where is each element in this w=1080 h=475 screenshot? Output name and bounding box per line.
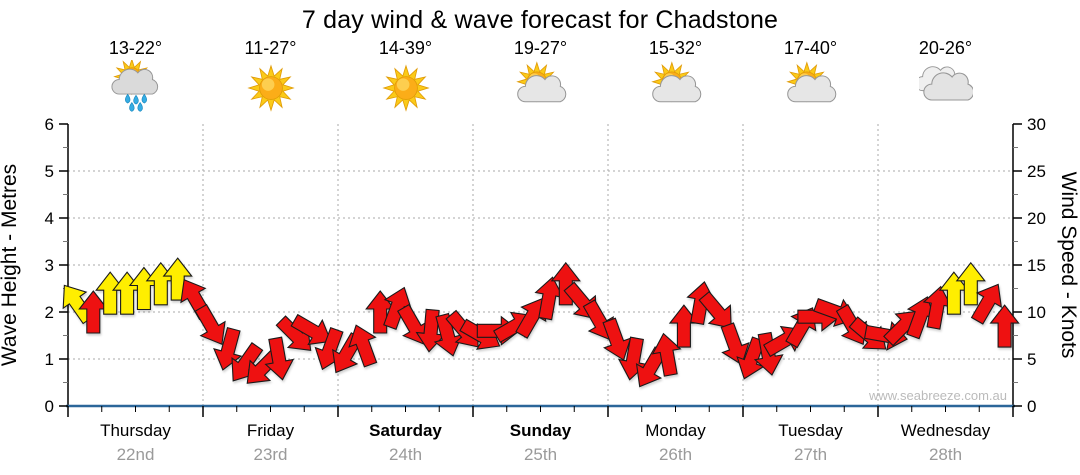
- wind-arrow: [550, 261, 581, 306]
- day-label: Tuesday: [778, 421, 843, 440]
- svg-text:4: 4: [45, 209, 54, 228]
- sunny-icon: [246, 64, 295, 112]
- temp-range: 11-27°: [244, 38, 297, 58]
- date-label: 23rd: [253, 445, 288, 464]
- svg-text:10: 10: [1027, 303, 1046, 322]
- svg-text:15: 15: [1027, 256, 1046, 275]
- wind-arrow: [290, 313, 332, 346]
- sun-cloud-icon: [785, 61, 836, 103]
- svg-text:5: 5: [1027, 350, 1036, 369]
- day-label: Wednesday: [900, 421, 991, 440]
- wind-arrow: [348, 324, 378, 368]
- tick-labels: 0 1 2 3 4 5 6 0 5 10 15 20 25 30: [45, 115, 1046, 416]
- axis-ticks: [59, 123, 1022, 417]
- temp-range: 17-40°: [783, 38, 838, 58]
- svg-text:2: 2: [45, 303, 54, 322]
- weather-sun-cloud-icon: [608, 60, 743, 116]
- wind-arrow: [194, 303, 226, 346]
- svg-text:30: 30: [1027, 115, 1046, 134]
- left-axis-title: Wave Height - Metres: [0, 164, 21, 366]
- svg-text:1: 1: [45, 350, 54, 369]
- date-label: 28th: [928, 445, 963, 464]
- wind-arrow: [515, 297, 547, 339]
- day-label: Sunday: [509, 421, 572, 440]
- wind-arrow: [698, 290, 732, 329]
- weather-sun-cloud-icon: [473, 60, 608, 116]
- watermark: www.seabreeze.com.au: [868, 388, 1007, 403]
- weather-sun-cloud-rain-icon: [68, 60, 203, 116]
- svg-text:0: 0: [45, 397, 54, 416]
- day-label: Monday: [645, 421, 706, 440]
- date-label: 26th: [658, 445, 693, 464]
- wind-arrow: [720, 322, 750, 366]
- temp-range: 14-39°: [378, 38, 433, 58]
- day-label: Friday: [246, 421, 295, 440]
- right-axis-title: Wind Speed - Knots: [1057, 172, 1080, 359]
- date-label: 24th: [388, 445, 423, 464]
- wind-arrow: [955, 261, 986, 306]
- day-label: Saturday: [369, 421, 442, 440]
- wind-arrow: [602, 317, 632, 361]
- date-label: 25th: [523, 445, 558, 464]
- wind-arrow: [970, 283, 1003, 325]
- wind-arrow: [989, 304, 1020, 348]
- temp-range: 19-27°: [513, 38, 568, 58]
- wind-arrows: [62, 257, 1020, 388]
- weather-sunny-icon: [338, 60, 473, 116]
- wind-arrow: [264, 336, 295, 381]
- svg-text:5: 5: [45, 162, 54, 181]
- weather-sunny-icon: [203, 60, 338, 116]
- svg-text:25: 25: [1027, 162, 1046, 181]
- wind-arrow: [162, 257, 193, 301]
- svg-text:6: 6: [45, 115, 54, 134]
- temp-range: 15-32°: [648, 38, 703, 58]
- date-label: 22nd: [116, 445, 155, 464]
- temp-range: 20-26°: [918, 38, 973, 58]
- svg-text:3: 3: [45, 256, 54, 275]
- gridlines: [68, 124, 1013, 406]
- weather-sun-cloud-icon: [743, 60, 878, 116]
- cloudy-icon: [918, 66, 973, 101]
- sun-cloud-rain-icon: [111, 60, 158, 112]
- page-title: 7 day wind & wave forecast for Chadstone: [301, 6, 779, 34]
- weather-cloudy-icon: [878, 60, 1013, 116]
- temp-range: 13-22°: [108, 38, 163, 58]
- sunny-icon: [381, 64, 430, 112]
- svg-text:20: 20: [1027, 209, 1046, 228]
- wind-arrow: [651, 332, 682, 377]
- day-label: Thursday: [100, 421, 171, 440]
- sun-cloud-icon: [650, 61, 701, 103]
- sun-cloud-icon: [515, 61, 566, 103]
- svg-text:0: 0: [1027, 397, 1036, 416]
- date-label: 27th: [793, 445, 828, 464]
